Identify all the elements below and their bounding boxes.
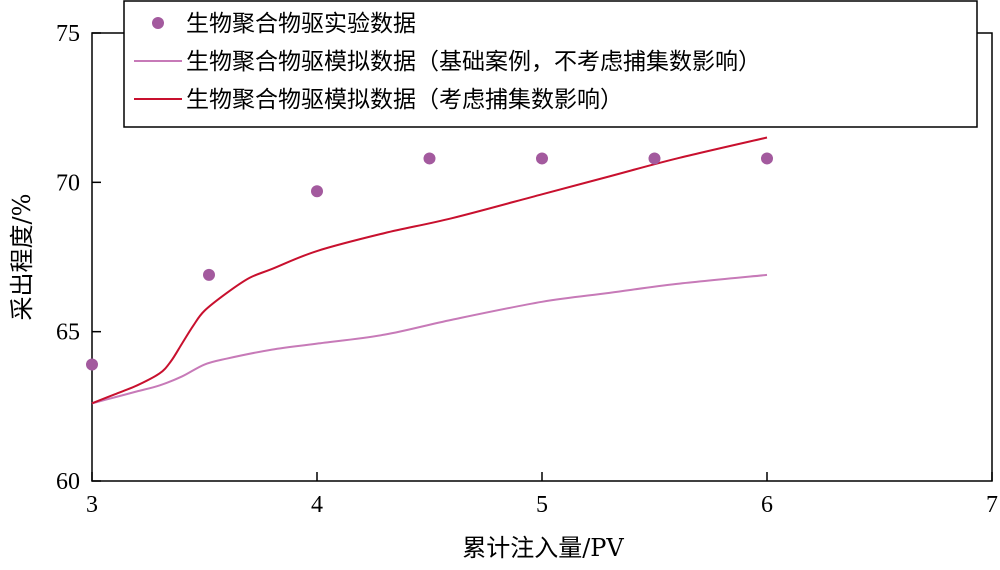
y-tick-label: 65 [56, 320, 80, 346]
y-tick-label: 70 [56, 170, 80, 196]
data-point [423, 152, 436, 165]
data-point [536, 152, 548, 165]
data-point [86, 358, 98, 371]
x-tick-label: 3 [86, 492, 98, 518]
x-tick-label: 4 [311, 492, 323, 518]
x-tick-label: 5 [536, 492, 548, 518]
data-point [648, 152, 661, 165]
legend-label: 生物聚合物驱实验数据 [186, 11, 416, 37]
legend-box [123, 0, 978, 128]
y-tick-label: 75 [56, 21, 80, 47]
legend-marker [152, 17, 164, 29]
series-line [91, 136, 768, 405]
series-layer [86, 136, 773, 405]
x-tick-label: 6 [761, 492, 773, 518]
data-point [311, 185, 323, 198]
y-tick-label: 60 [56, 469, 80, 495]
legend-label: 生物聚合物驱模拟数据（考虑捕集数影响） [186, 87, 623, 113]
x-tick-label: 7 [986, 492, 998, 518]
series-line [91, 273, 768, 405]
y-axis-title: 采出程度/% [8, 194, 36, 321]
data-point [761, 152, 773, 165]
x-axis-title: 累计注入量/PV [462, 534, 624, 562]
legend-label: 生物聚合物驱模拟数据（基础案例，不考虑捕集数影响） [186, 49, 761, 75]
data-point [203, 268, 215, 281]
ticks-layer: 3 4 5 6 7 60 65 70 75 [56, 21, 998, 518]
